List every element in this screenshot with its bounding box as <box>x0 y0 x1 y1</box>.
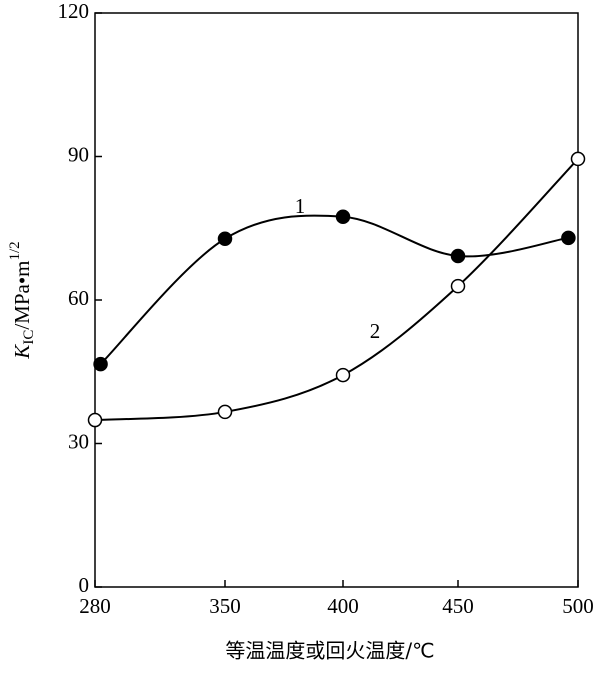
data-point <box>570 151 586 167</box>
data-point <box>561 230 576 246</box>
y-tick-label: 60 <box>68 286 89 310</box>
y-label-part: 1/2 <box>7 241 23 260</box>
series-label: 2 <box>370 319 381 343</box>
x-axis-label: 等温温度或回火温度/℃ <box>225 639 434 663</box>
x-tick-label: 280 <box>79 594 111 618</box>
series-line <box>99 214 569 365</box>
series-label: 1 <box>295 194 306 218</box>
data-point <box>87 412 103 428</box>
y-tick-label: 30 <box>68 429 89 453</box>
data-point <box>335 209 351 225</box>
y-label-part: IC <box>21 330 37 345</box>
y-axis-label: KIC/MPa•m1/2 <box>7 241 37 359</box>
y-label-part: /MPa•m <box>10 260 34 329</box>
data-point <box>450 248 466 264</box>
x-tick-label: 450 <box>442 594 474 618</box>
data-point <box>93 356 108 372</box>
y-tick-label: 120 <box>58 0 90 23</box>
x-tick-label: 350 <box>209 594 241 618</box>
y-tick-label: 90 <box>68 142 89 166</box>
data-point <box>217 404 233 420</box>
plot-frame <box>94 12 579 588</box>
data-point <box>450 278 466 294</box>
y-tick-label: 0 <box>79 573 90 597</box>
x-tick-label: 400 <box>327 594 359 618</box>
y-label-part: K <box>10 344 34 360</box>
data-point <box>217 231 233 247</box>
data-point <box>335 367 351 383</box>
x-tick-label: 500 <box>562 594 593 618</box>
